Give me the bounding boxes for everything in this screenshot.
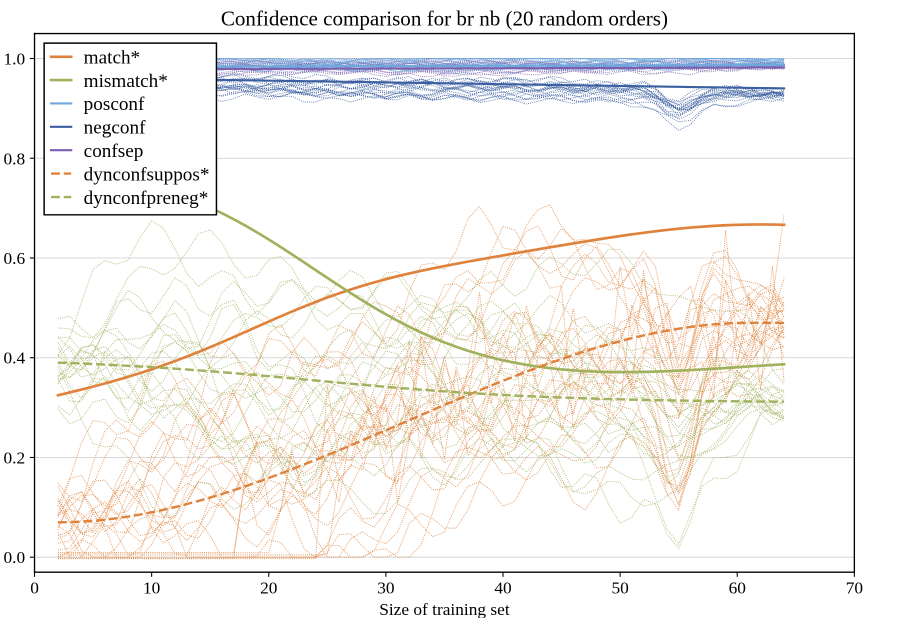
svg-text:0.6: 0.6 (4, 249, 26, 268)
svg-text:match*: match* (84, 48, 140, 69)
svg-text:40: 40 (494, 579, 511, 598)
svg-text:60: 60 (729, 579, 746, 598)
svg-text:mismatch*: mismatch* (84, 71, 168, 92)
svg-text:50: 50 (611, 579, 628, 598)
svg-text:30: 30 (377, 579, 394, 598)
svg-text:0.0: 0.0 (4, 548, 26, 567)
svg-text:1.0: 1.0 (4, 50, 26, 69)
svg-text:0.4: 0.4 (4, 349, 26, 368)
svg-text:dynconfsuppos*: dynconfsuppos* (84, 164, 210, 185)
svg-text:posconf: posconf (84, 94, 145, 115)
svg-text:negconf: negconf (84, 118, 146, 139)
svg-text:confsep: confsep (84, 141, 144, 162)
svg-text:0.8: 0.8 (4, 149, 26, 168)
svg-text:0: 0 (30, 579, 39, 598)
svg-text:20: 20 (260, 579, 277, 598)
svg-text:Size of training set: Size of training set (379, 600, 510, 618)
svg-text:10: 10 (143, 579, 160, 598)
svg-text:70: 70 (846, 579, 863, 598)
svg-text:0.2: 0.2 (4, 448, 26, 467)
svg-text:Confidence comparison for br n: Confidence comparison for br nb (20 rand… (221, 7, 668, 31)
svg-text:dynconfpreneg*: dynconfpreneg* (84, 188, 209, 209)
